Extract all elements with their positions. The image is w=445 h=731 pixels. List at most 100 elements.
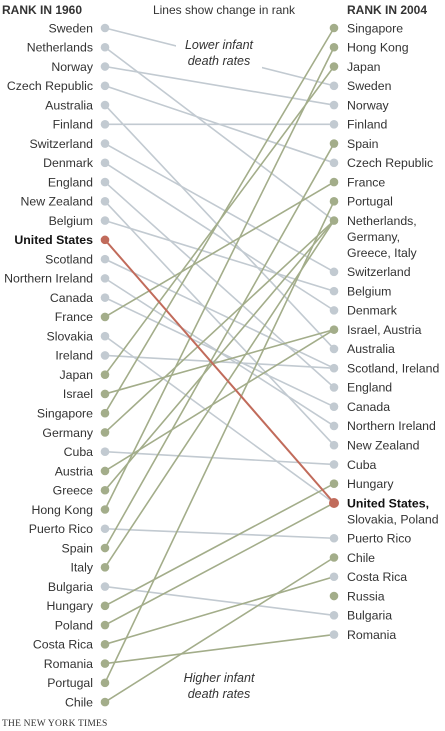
label-1960-ireland: Ireland [55, 349, 93, 363]
dot-2004-new-zealand [329, 440, 339, 450]
label-1960-portugal: Portugal [47, 676, 93, 690]
line-norway [104, 65, 335, 106]
left-header: RANK IN 1960 [2, 3, 82, 17]
label-1960-germany: Germany [42, 426, 93, 440]
dot-1960-netherlands [100, 42, 110, 52]
label-1960-canada: Canada [50, 291, 93, 305]
label-1960-costa-rica: Costa Rica [33, 638, 93, 652]
label-1960-spain: Spain [62, 541, 94, 555]
label-2004-northern-ireland: Northern Ireland [347, 419, 436, 433]
dot-1960-canada [100, 293, 110, 302]
label-1960-scotland: Scotland [45, 252, 93, 266]
dot-1960-greece [100, 485, 110, 495]
line-chile [104, 556, 335, 703]
label-1960-england: England [48, 175, 93, 189]
label-1960-hong-kong: Hong Kong [31, 503, 93, 517]
dot-1960-cuba [100, 447, 110, 457]
label-2004-costa-rica: Costa Rica [347, 570, 407, 584]
dot-1960-singapore [100, 408, 110, 418]
label-1960-puerto-rico: Puerto Rico [29, 522, 93, 536]
dot-1960-australia [100, 100, 110, 110]
line-singapore [104, 27, 335, 414]
credit: THE NEW YORK TIMES [2, 719, 108, 729]
line-puerto-rico [104, 527, 335, 540]
label-1960-chile: Chile [65, 695, 93, 709]
label-2004-germany: Germany, [347, 230, 400, 244]
dot-2004-scotland-ireland [329, 363, 339, 373]
label-1960-poland: Poland [55, 618, 93, 632]
line-switzerland [104, 142, 335, 273]
dot-1960-romania [100, 659, 110, 668]
label-2004-hungary: Hungary [347, 477, 394, 491]
label-2004-finland: Finland [347, 118, 387, 132]
label-1960-austria: Austria [55, 464, 93, 478]
dot-2004-russia [329, 591, 339, 601]
label-1960-singapore: Singapore [37, 407, 93, 421]
left-dots [100, 23, 110, 707]
dot-1960-scotland [100, 254, 110, 264]
label-1960-hungary: Hungary [47, 599, 94, 613]
label-1960-italy: Italy [70, 561, 93, 575]
line-spain [104, 143, 335, 549]
label-1960-japan: Japan [59, 368, 93, 382]
dot-1960-denmark [100, 158, 110, 168]
dot-1960-israel [100, 389, 110, 399]
label-2004-france: France [347, 175, 385, 189]
dot-1960-japan [100, 370, 110, 379]
dot-2004-northern-ireland [329, 421, 339, 431]
dot-2004-hong-kong [329, 42, 339, 52]
label-1960-sweden: Sweden [49, 21, 94, 35]
dot-1960-costa-rica [100, 640, 110, 649]
dot-2004-denmark [329, 306, 339, 315]
label-2004-netherlands: Netherlands, [347, 214, 417, 228]
dot-2004-puerto-rico [329, 533, 339, 543]
line-bulgaria [104, 585, 335, 617]
label-1960-australia: Australia [45, 98, 93, 112]
line-austria [104, 328, 335, 472]
label-2004-united-states: United States, [347, 496, 429, 510]
dot-2004-portugal [329, 197, 339, 206]
right-header: RANK IN 2004 [347, 3, 427, 17]
dot-2004-england [329, 383, 339, 392]
line-greece [104, 220, 335, 491]
label-1960-cuba: Cuba [64, 445, 94, 459]
label-1960-bulgaria: Bulgaria [48, 580, 93, 594]
label-1960-new-zealand: New Zealand [21, 195, 94, 209]
dot-2004-france [329, 177, 339, 187]
annotation-top-line2: death rates [188, 54, 251, 68]
dot-2004-czech-republic [329, 158, 339, 168]
label-2004-greece-italy: Greece, Italy [347, 246, 418, 260]
dot-1960-switzerland [100, 139, 110, 148]
label-2004-switzerland: Switzerland [347, 265, 411, 279]
line-netherlands [104, 46, 335, 222]
dot-1960-bulgaria [100, 582, 110, 591]
annotation-bottom-backdrop [176, 670, 262, 704]
dot-1960-france [100, 312, 110, 322]
dot-1960-austria [100, 466, 110, 476]
dot-1960-spain [100, 543, 110, 553]
dot-1960-czech-republic [100, 81, 110, 91]
annotation-top-line1: Lower infant [185, 38, 254, 52]
left-labels: Sweden Netherlands Norway Czech Republic Aus… [4, 21, 94, 709]
label-2004-england: England [347, 381, 392, 395]
line-israel [104, 328, 335, 395]
label-2004-new-zealand: New Zealand [347, 439, 420, 453]
chart-subtitle: Lines show change in rank [153, 3, 296, 17]
dot-2004-bulgaria [329, 610, 339, 620]
right-dots [329, 23, 339, 639]
dot-1960-poland [100, 620, 110, 630]
label-1960-romania: Romania [44, 657, 93, 671]
line-slovakia [104, 335, 335, 504]
dot-2004-israel-austria [329, 325, 339, 334]
dot-2004-sweden [329, 81, 339, 91]
line-canada [104, 296, 335, 408]
label-2004-scotland-ireland: Scotland, Ireland [347, 361, 439, 375]
dot-2004-belgium [329, 286, 339, 296]
dot-2004-costa-rica [329, 572, 339, 582]
dot-2004-canada [329, 402, 339, 411]
dot-1960-norway [100, 62, 110, 71]
label-1960-northern-ireland: Northern Ireland [4, 272, 93, 286]
line-romania [104, 633, 335, 665]
line-portugal [104, 200, 335, 684]
